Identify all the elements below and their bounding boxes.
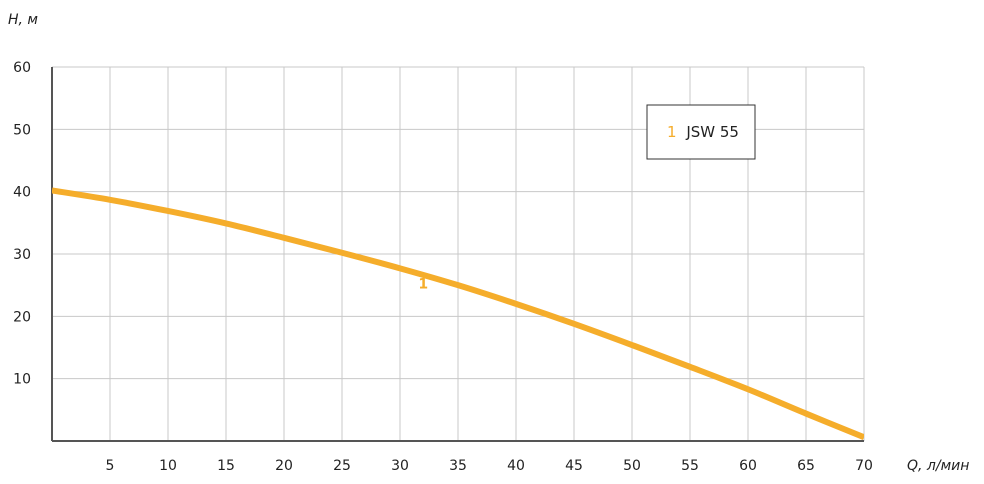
y-tick-label: 20 — [13, 309, 31, 325]
legend-box — [646, 104, 756, 160]
y-tick-label: 60 — [13, 60, 31, 76]
curve-label: 1 — [418, 276, 428, 292]
legend-series-number: 1 — [667, 123, 677, 141]
x-tick-label: 25 — [333, 458, 351, 474]
x-tick-label: 30 — [391, 458, 409, 474]
x-tick-label: 65 — [797, 458, 815, 474]
x-tick-label: 50 — [623, 458, 641, 474]
series-line-jsw-55 — [52, 187, 864, 441]
x-tick-label: 40 — [507, 458, 525, 474]
x-tick-label: 60 — [739, 458, 757, 474]
x-tick-label: 10 — [159, 458, 177, 474]
x-tick-label: 5 — [106, 458, 115, 474]
x-tick-label: 45 — [565, 458, 583, 474]
legend-series-name: JSW 55 — [685, 123, 739, 141]
y-tick-label: 10 — [13, 372, 31, 388]
y-tick-label: 40 — [13, 185, 31, 201]
x-tick-label: 15 — [217, 458, 235, 474]
series-layer: 1 — [52, 187, 864, 441]
legend-entry: 1 JSW 55 — [667, 123, 739, 141]
axes — [51, 67, 864, 442]
tick-labels: 5 10 15 20 25 30 35 40 45 50 55 60 65 70 10 20 30 40 50 60 — [13, 60, 873, 474]
x-tick-label: 20 — [275, 458, 293, 474]
x-tick-label: 70 — [855, 458, 873, 474]
y-tick-label: 30 — [13, 247, 31, 263]
x-tick-label: 35 — [449, 458, 467, 474]
x-axis-title: Q, л/мин — [907, 458, 969, 474]
x-tick-label: 55 — [681, 458, 699, 474]
legend: 1 JSW 55 — [646, 104, 756, 160]
y-tick-label: 50 — [13, 122, 31, 138]
y-axis-title: H, м — [8, 12, 38, 28]
